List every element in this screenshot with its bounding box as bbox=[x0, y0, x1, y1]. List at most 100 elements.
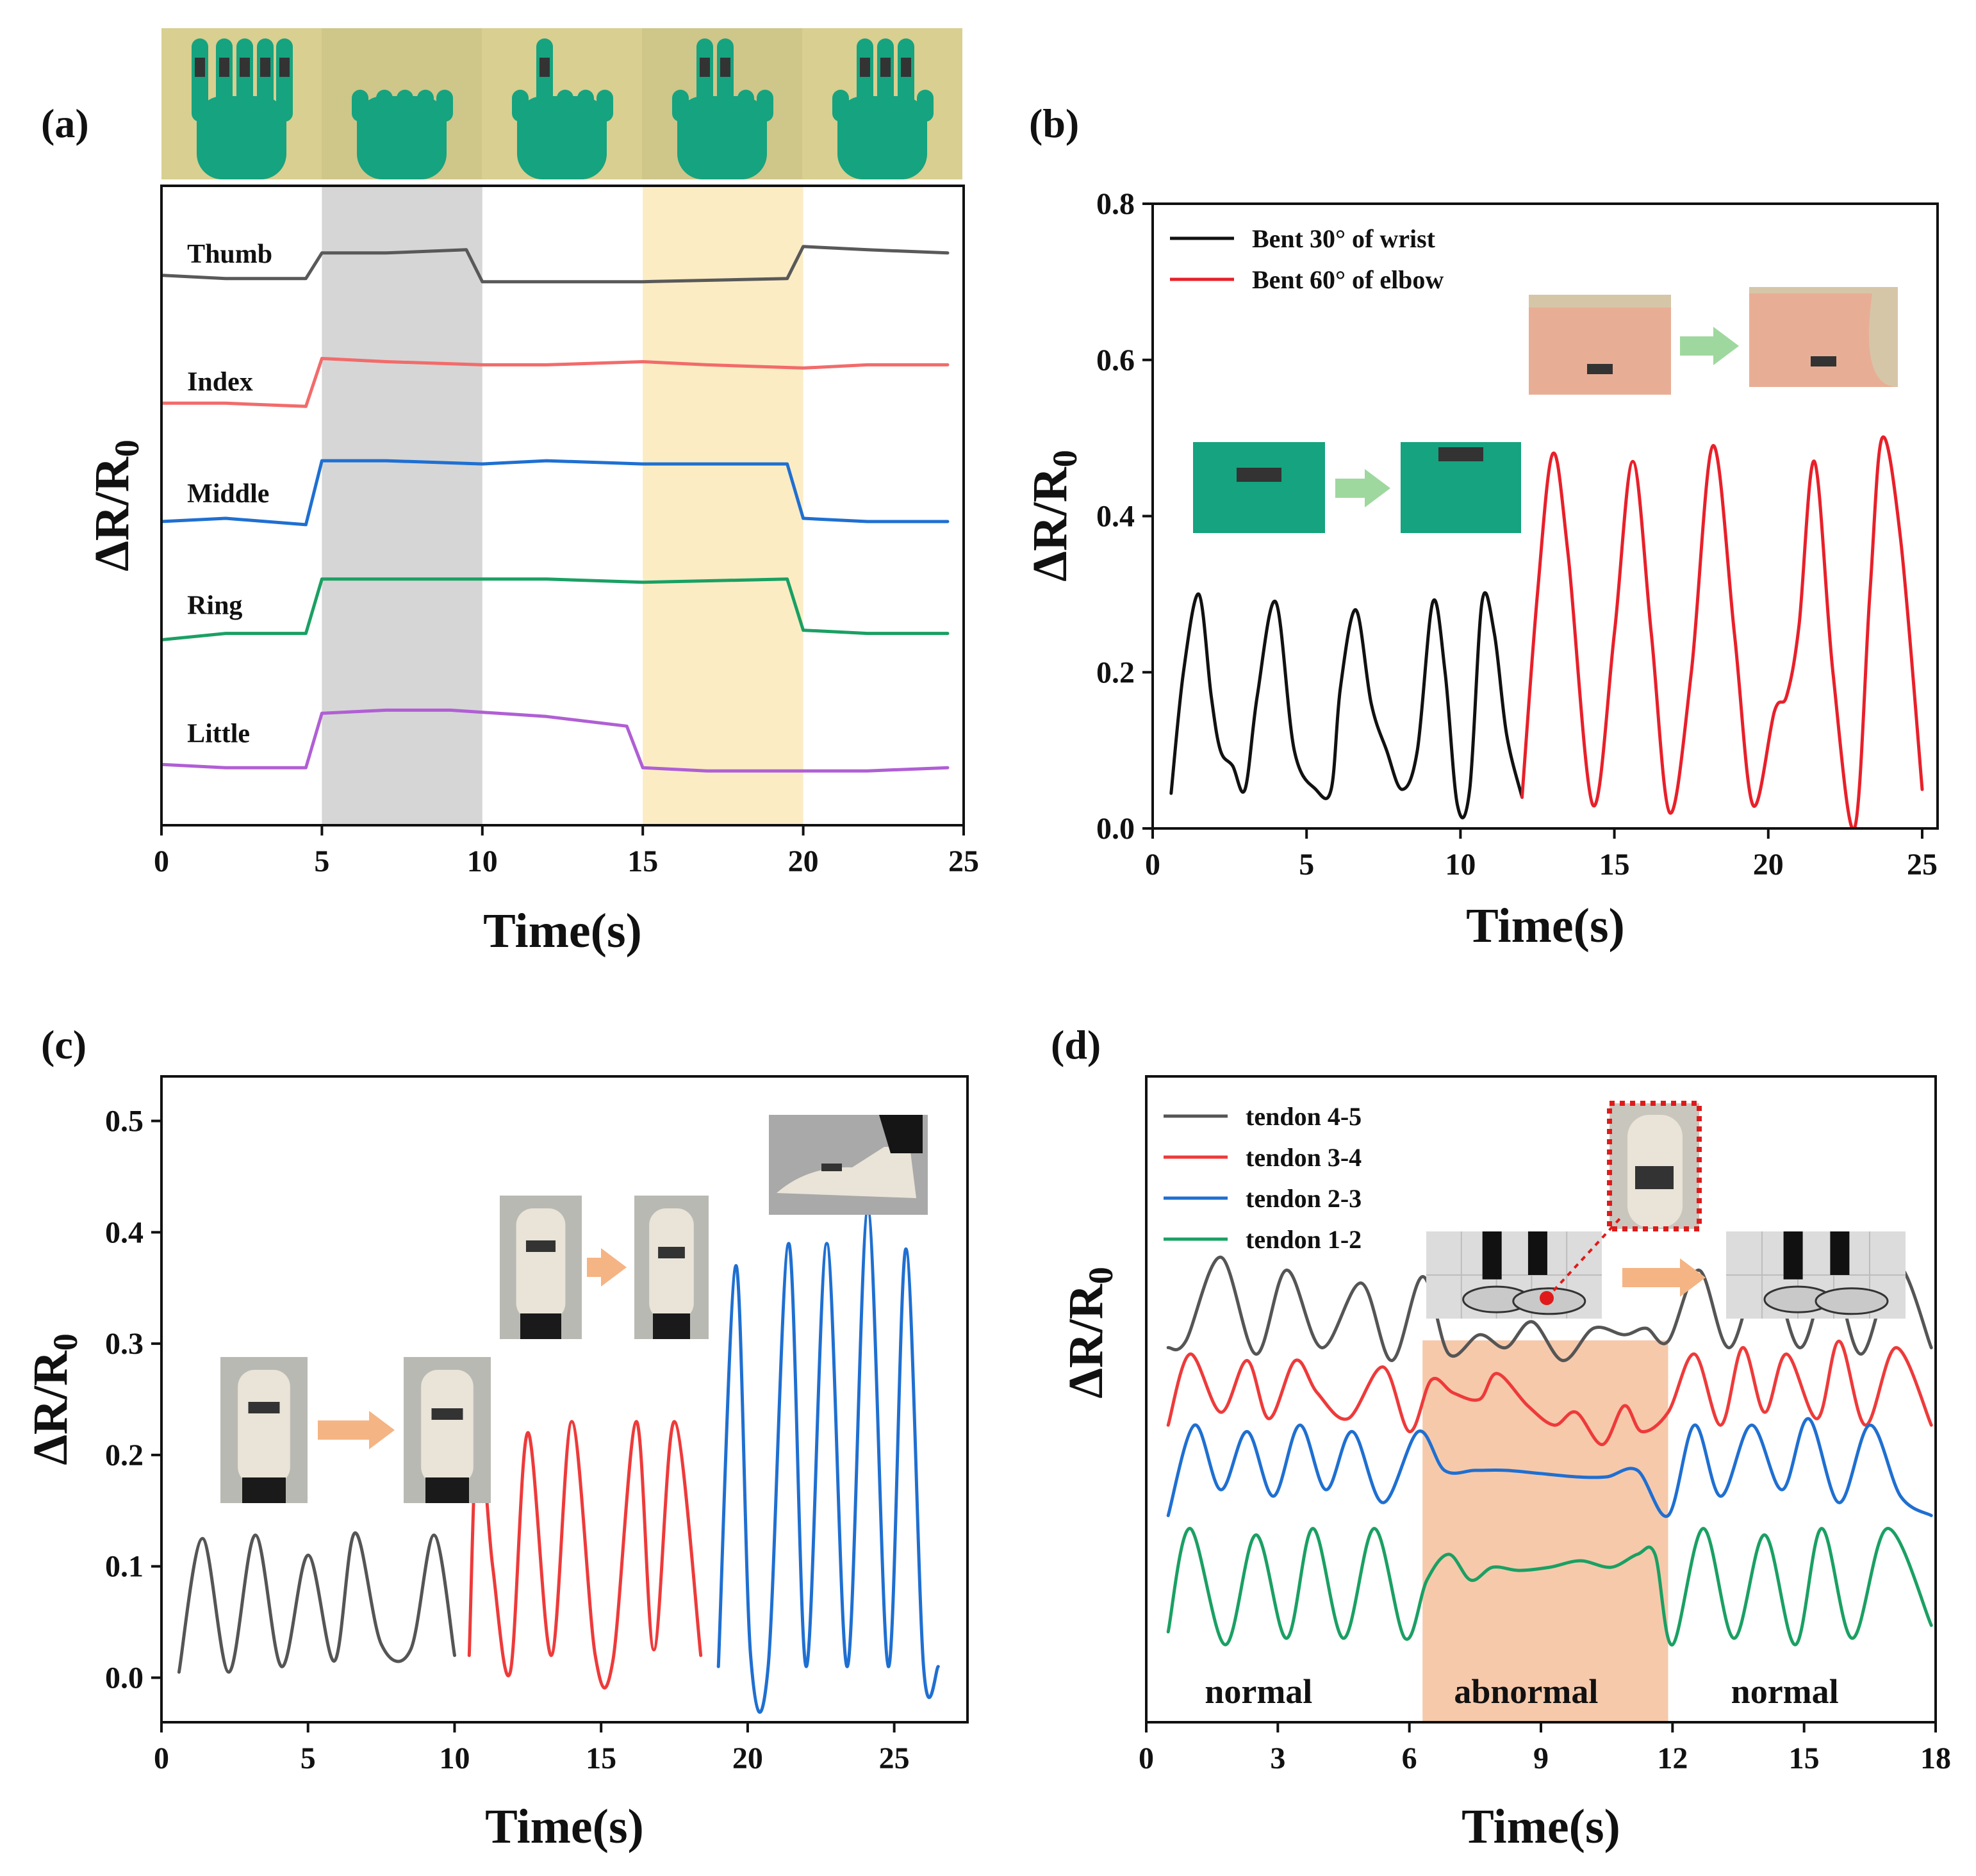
hand-photo-three-fingers bbox=[802, 28, 962, 179]
panel-c-xtick-label: 15 bbox=[586, 1741, 616, 1775]
panel-b-xtick-label: 10 bbox=[1445, 848, 1476, 882]
panel-c-xtick-label: 20 bbox=[732, 1741, 763, 1775]
orange-arrow-icon bbox=[318, 1411, 395, 1449]
panel-b-ytick-label: 0.0 bbox=[1096, 812, 1135, 846]
panel-a: (a) Thumb Index Middle Ring Little 0 5 10 15 20 2… bbox=[41, 28, 979, 958]
panel-b-ytick-label: 0.4 bbox=[1096, 500, 1135, 534]
panel-b-legend: Bent 30° of wrist Bent 60° of elbow bbox=[1170, 224, 1444, 294]
panel-d-xtick-label: 18 bbox=[1920, 1741, 1951, 1775]
panel-a-finger-labels: Thumb Index Middle Ring Little bbox=[187, 240, 272, 749]
panel-b-xtick-label: 25 bbox=[1907, 848, 1938, 882]
panel-b-xtick-label: 15 bbox=[1599, 848, 1630, 882]
panel-b-ytick-label: 0.6 bbox=[1096, 343, 1135, 377]
panel-d-y-title: ΔR/R0 bbox=[1059, 1267, 1120, 1399]
panel-d-series bbox=[1166, 1255, 1933, 1647]
panel-c-series bbox=[177, 1208, 940, 1714]
panel-a-finger-label-middle: Middle bbox=[187, 479, 269, 509]
panel-b-legend-label-bent-30-of-wrist: Bent 30° of wrist bbox=[1252, 224, 1436, 253]
panel-b-xtick-label: 5 bbox=[1299, 848, 1314, 882]
panel-c-ytick-label: 0.3 bbox=[105, 1327, 144, 1361]
photo-gait-normal bbox=[1426, 1231, 1602, 1319]
panel-a-xtick-label: 25 bbox=[948, 844, 979, 878]
panel-d-x-title: Time(s) bbox=[1461, 1800, 1620, 1854]
panel-b-y-title: ΔR/R0 bbox=[1023, 450, 1084, 582]
panel-d-legend-label-tendon-3-4: tendon 3-4 bbox=[1246, 1143, 1362, 1172]
panel-a-line-thumb bbox=[161, 245, 950, 284]
panel-c-ytick-label: 0.2 bbox=[105, 1438, 144, 1472]
panel-c-axes: 0 5 10 15 20 25 0.0 0.1 0.2 0.3 0.4 0.5 bbox=[105, 1105, 910, 1775]
panel-c-plot-frame bbox=[160, 1075, 969, 1724]
panel-b-line-bent-60-of-elbow bbox=[1520, 435, 1924, 828]
panel-d-label: (d) bbox=[1051, 1022, 1101, 1067]
panel-a-line-little bbox=[161, 708, 950, 773]
photo-wrist-bent bbox=[1401, 442, 1521, 533]
panel-a-xtick-label: 0 bbox=[154, 844, 169, 878]
panel-b-xtick-label: 0 bbox=[1145, 848, 1160, 882]
callout-dashed-line bbox=[1545, 1216, 1622, 1299]
panel-a-plot-frame bbox=[160, 185, 965, 827]
panel-b-y-title-main: ΔR/R bbox=[1023, 466, 1077, 582]
green-arrow-icon bbox=[1680, 327, 1739, 365]
panel-b-line-bent-30-of-wrist bbox=[1169, 591, 1524, 819]
photo-foot-side bbox=[769, 1115, 928, 1215]
panel-c-y-title-main: ΔR/R bbox=[24, 1350, 78, 1465]
hand-photo-two-fingers bbox=[642, 28, 802, 179]
panel-a-line-ring bbox=[161, 577, 950, 642]
panel-a-x-axis: 0 5 10 15 20 25 bbox=[154, 825, 979, 878]
panel-d-region-label-normal: normal bbox=[1731, 1672, 1839, 1711]
panel-a-line-index bbox=[161, 357, 950, 408]
panel-c-xtick-label: 25 bbox=[879, 1741, 910, 1775]
hand-photo-index-extended bbox=[482, 28, 642, 179]
panel-b-ytick-label: 0.2 bbox=[1096, 655, 1135, 689]
panel-a-shaded-region bbox=[643, 186, 803, 825]
panel-c-photos bbox=[220, 1115, 928, 1503]
panel-b-label: (b) bbox=[1029, 101, 1079, 146]
panel-b-legend-label-bent-60-of-elbow: Bent 60° of elbow bbox=[1252, 265, 1444, 294]
panel-d-legend-label-tendon-4-5: tendon 4-5 bbox=[1246, 1102, 1362, 1131]
panel-a-shaded-regions bbox=[322, 186, 803, 825]
photo-foot-flat bbox=[220, 1357, 308, 1503]
panel-b-ytick-label: 0.8 bbox=[1096, 187, 1135, 221]
panel-a-series bbox=[161, 245, 950, 773]
panel-a-xtick-label: 20 bbox=[788, 844, 819, 878]
photo-gait-step bbox=[1726, 1231, 1906, 1319]
panel-a-finger-label-thumb: Thumb bbox=[187, 240, 272, 269]
panel-b-x-title: Time(s) bbox=[1466, 899, 1625, 953]
panel-c-xtick-label: 5 bbox=[301, 1741, 316, 1775]
panel-d-xtick-label: 0 bbox=[1139, 1741, 1154, 1775]
panel-d-xtick-label: 6 bbox=[1402, 1741, 1417, 1775]
photo-elbow-straight bbox=[1529, 295, 1671, 395]
hand-photo-fist bbox=[322, 28, 482, 179]
panel-d-region-label-normal: normal bbox=[1205, 1672, 1312, 1711]
panel-d-line-tendon-1-2 bbox=[1166, 1527, 1933, 1647]
panel-d-legend-label-tendon-1-2: tendon 1-2 bbox=[1246, 1225, 1362, 1254]
panel-c-ytick-label: 0.0 bbox=[105, 1661, 144, 1695]
photo-toes-raised-1 bbox=[404, 1357, 491, 1503]
panel-c-ytick-label: 0.4 bbox=[105, 1215, 144, 1249]
panel-d-xtick-label: 3 bbox=[1270, 1741, 1285, 1775]
photo-toes-raised-2 bbox=[634, 1196, 709, 1339]
panel-d-xtick-label: 9 bbox=[1533, 1741, 1549, 1775]
panel-d-y-title-main: ΔR/R bbox=[1059, 1283, 1113, 1399]
panel-d-line-tendon-4-5 bbox=[1166, 1255, 1933, 1362]
panel-a-y-title: ΔR/R0 bbox=[85, 440, 146, 572]
panel-a-x-title: Time(s) bbox=[483, 904, 642, 958]
panel-a-y-title-main: ΔR/R bbox=[85, 456, 139, 572]
panel-a-y-title-sub: 0 bbox=[108, 440, 146, 457]
panel-a-shaded-region bbox=[322, 186, 482, 825]
panel-b-series bbox=[1169, 435, 1924, 828]
panel-c-x-title: Time(s) bbox=[485, 1800, 644, 1854]
panel-d-region-label-abnormal: abnormal bbox=[1454, 1672, 1598, 1711]
panel-b-axes: 0 5 10 15 20 25 0.0 0.2 0.4 0.6 0.8 bbox=[1096, 187, 1938, 882]
panel-d-line-tendon-2-3 bbox=[1166, 1417, 1933, 1518]
panel-b-y-title-sub: 0 bbox=[1046, 450, 1084, 467]
photo-wrist-straight bbox=[1193, 442, 1325, 533]
panel-c-ytick-label: 0.1 bbox=[105, 1550, 144, 1584]
panel-d-legend: tendon 4-5 tendon 3-4 tendon 2-3 tendon 1-2 bbox=[1164, 1102, 1362, 1254]
panel-d-y-title-sub: 0 bbox=[1082, 1267, 1120, 1284]
panel-d-line-tendon-3-4 bbox=[1166, 1339, 1933, 1447]
orange-arrow-icon bbox=[1622, 1258, 1706, 1297]
panel-d-xtick-label: 12 bbox=[1657, 1741, 1688, 1775]
panel-d: (d) 0 3 6 9 12 15 18 normal abnormal normal tend… bbox=[1051, 1022, 1951, 1854]
